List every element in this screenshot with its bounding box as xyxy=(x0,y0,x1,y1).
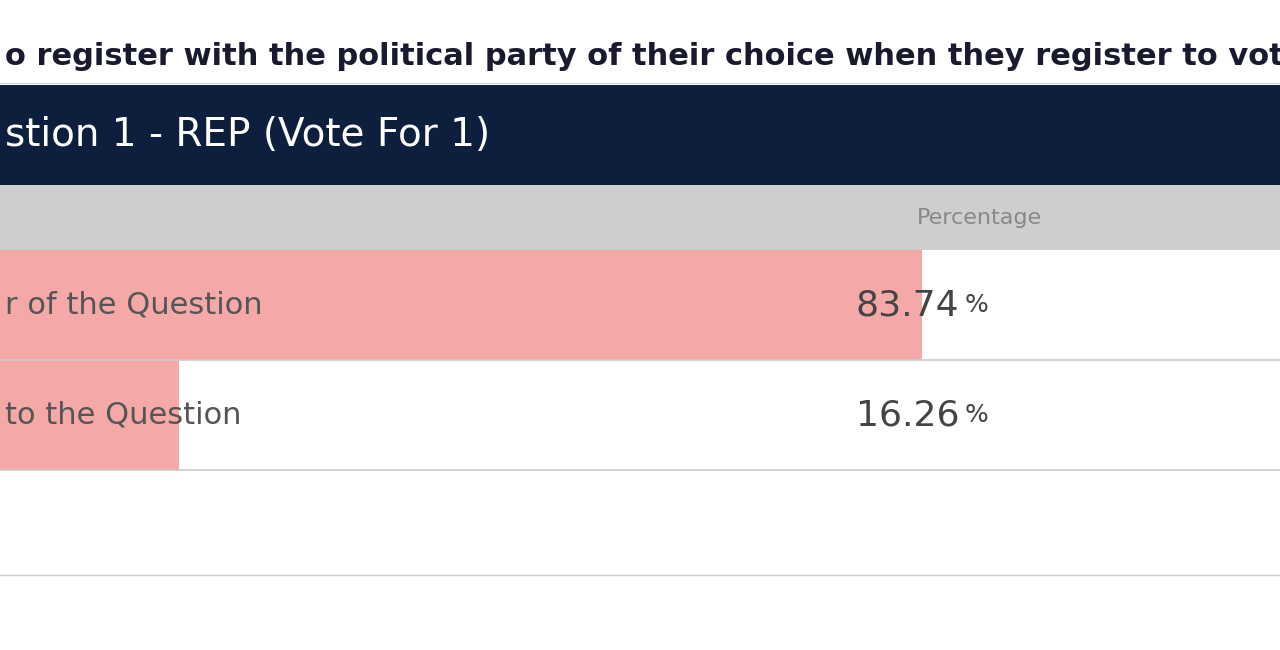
Bar xyxy=(0,360,179,470)
Text: stion 1 - REP (Vote For 1): stion 1 - REP (Vote For 1) xyxy=(5,116,490,154)
Text: 83.74: 83.74 xyxy=(855,288,959,322)
Bar xyxy=(0,185,1280,250)
Text: %: % xyxy=(964,293,988,317)
Text: o register with the political party of their choice when they register to vote?: o register with the political party of t… xyxy=(5,42,1280,71)
Bar xyxy=(0,250,1280,360)
Text: %: % xyxy=(964,403,988,427)
Text: Percentage: Percentage xyxy=(916,207,1042,227)
Bar xyxy=(0,250,922,360)
Bar xyxy=(0,85,1280,185)
Bar xyxy=(0,360,1280,470)
Text: to the Question: to the Question xyxy=(5,400,242,430)
Text: 16.26: 16.26 xyxy=(856,398,959,432)
Text: r of the Question: r of the Question xyxy=(5,291,262,320)
